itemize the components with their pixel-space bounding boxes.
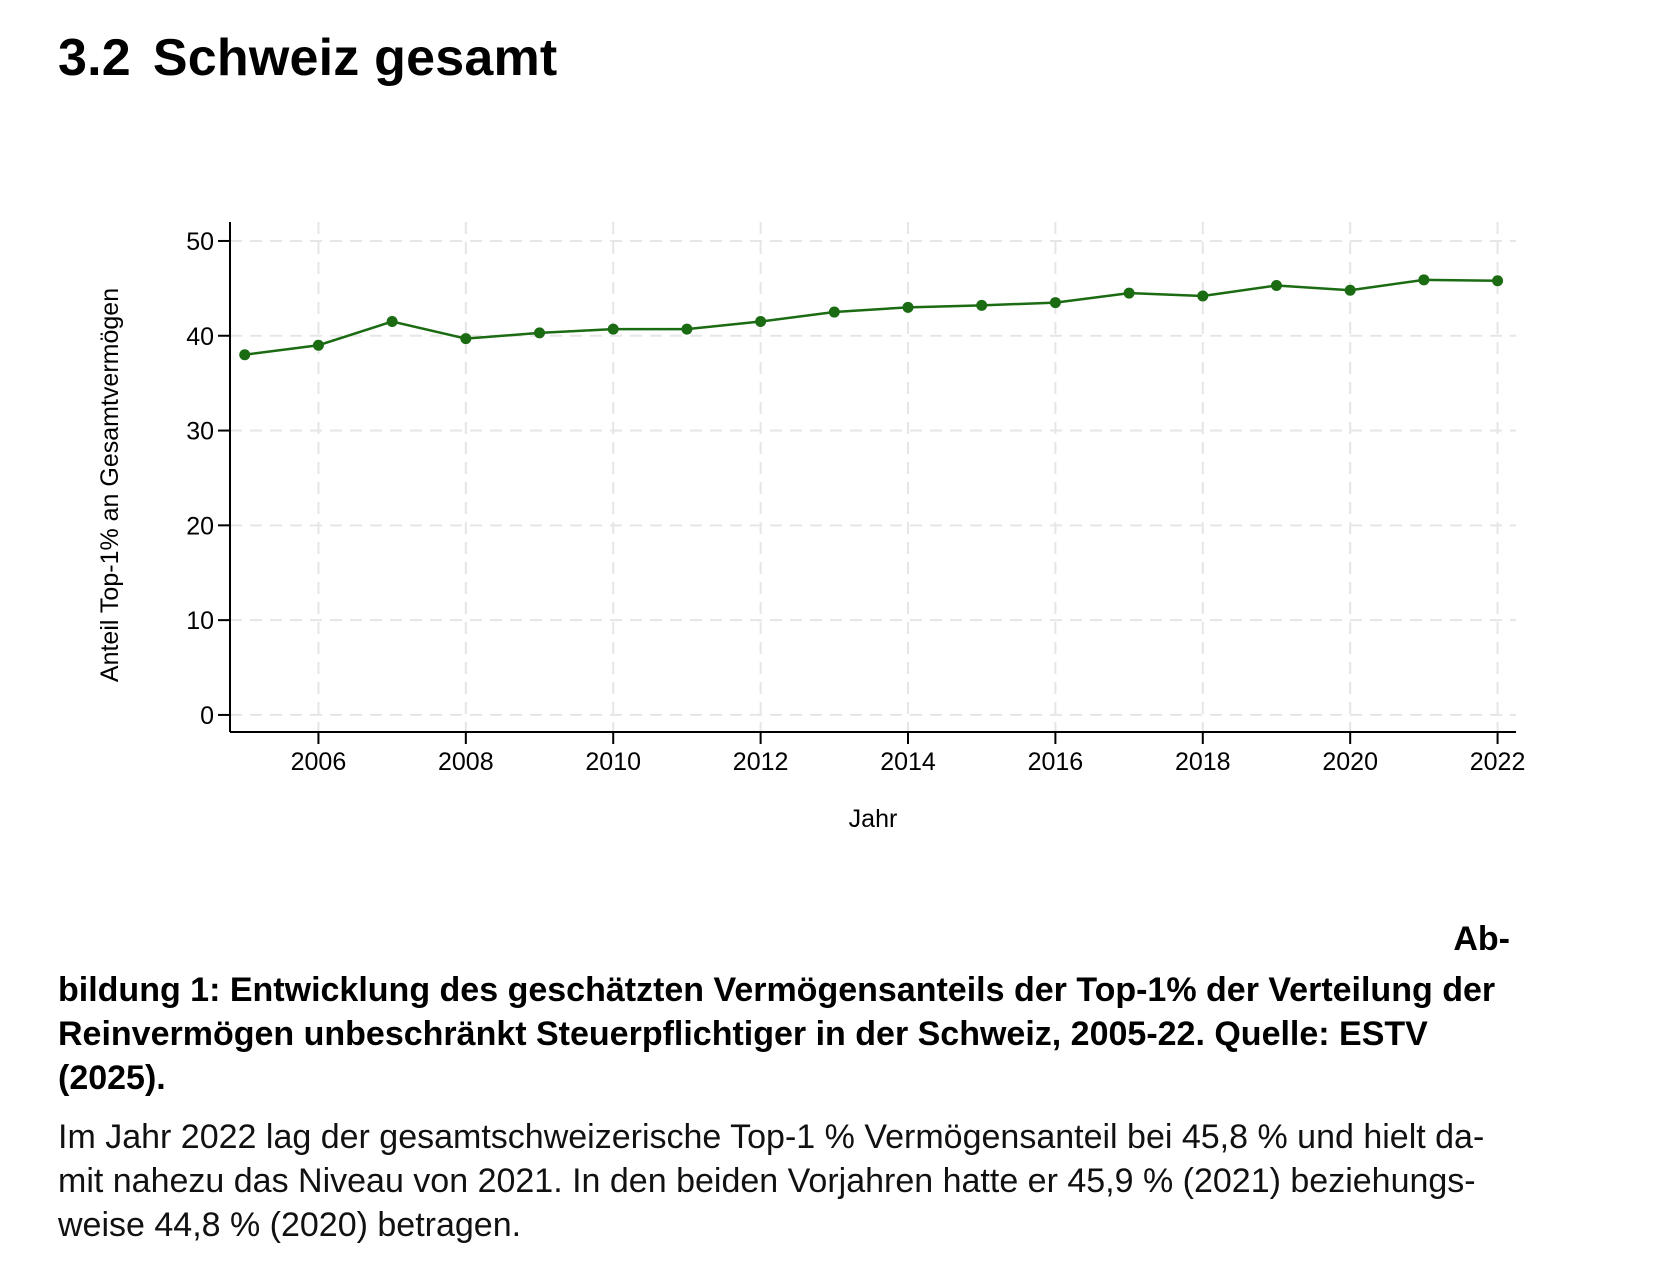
section-heading: 3.2 Schweiz gesamt	[58, 28, 557, 88]
data-point	[1270, 280, 1282, 292]
x-tick-label: 2012	[733, 748, 789, 776]
figure-caption: bildung 1: Entwicklung des geschätzten V…	[58, 968, 1658, 1100]
data-point	[460, 333, 472, 345]
paragraph-line: weise 44,8 % (2020) betragen.	[58, 1206, 522, 1244]
data-point	[607, 323, 619, 335]
chart-series	[239, 274, 1504, 361]
data-point	[976, 299, 988, 311]
data-point	[1344, 284, 1356, 296]
data-point	[1049, 297, 1061, 309]
y-tick-label: 30	[186, 418, 214, 446]
y-tick-label: 50	[186, 228, 214, 256]
paragraph-line: mit nahezu das Niveau von 2021. In den b…	[58, 1162, 1476, 1200]
x-tick-label: 2020	[1322, 748, 1378, 776]
data-point	[902, 301, 914, 313]
section-title: Schweiz gesamt	[152, 29, 558, 87]
y-tick-label: 20	[186, 512, 214, 540]
y-tick-label: 10	[186, 607, 214, 635]
section-number: 3.2	[58, 29, 131, 87]
x-tick-label: 2016	[1028, 748, 1084, 776]
data-point	[1492, 275, 1504, 287]
data-point	[681, 323, 693, 335]
chart-grid	[230, 222, 1516, 732]
caption-line: Reinvermögen unbeschränkt Steuerpflichti…	[58, 1015, 1428, 1053]
x-tick-label: 2006	[291, 748, 347, 776]
data-point	[755, 316, 767, 328]
line-chart: 0 10 20 30 40 50 2006 2008 2010 2012 2014 2016 2018 2…	[96, 222, 1525, 833]
data-point	[1123, 287, 1135, 299]
x-tick-label: 2022	[1470, 748, 1526, 776]
figure-caption-prefix: Ab-	[1453, 920, 1510, 958]
paragraph-line: Im Jahr 2022 lag der gesamtschweizerisch…	[58, 1118, 1485, 1156]
x-tick-label: 2010	[585, 748, 641, 776]
data-point	[312, 339, 324, 351]
data-point	[386, 316, 398, 328]
x-tick-label: 2014	[880, 748, 936, 776]
x-tick-label: 2018	[1175, 748, 1231, 776]
body-paragraph: Im Jahr 2022 lag der gesamtschweizerisch…	[58, 1115, 1658, 1247]
chart-axes: 0 10 20 30 40 50 2006 2008 2010 2012 2014 2016 2018 2…	[186, 222, 1525, 776]
y-axis-title: Anteil Top-1% an Gesamtvermögen	[96, 288, 124, 682]
data-point	[828, 306, 840, 318]
y-tick-label: 40	[186, 323, 214, 351]
y-tick-label: 0	[200, 702, 214, 730]
caption-line: (2025).	[58, 1059, 166, 1097]
caption-line: bildung 1: Entwicklung des geschätzten V…	[58, 971, 1496, 1009]
data-point	[534, 327, 546, 339]
data-point	[1197, 290, 1209, 302]
data-point	[239, 349, 251, 361]
x-tick-label: 2008	[438, 748, 494, 776]
series-line	[244, 278, 1498, 356]
x-axis-title: Jahr	[849, 805, 898, 833]
data-point	[1418, 274, 1430, 286]
